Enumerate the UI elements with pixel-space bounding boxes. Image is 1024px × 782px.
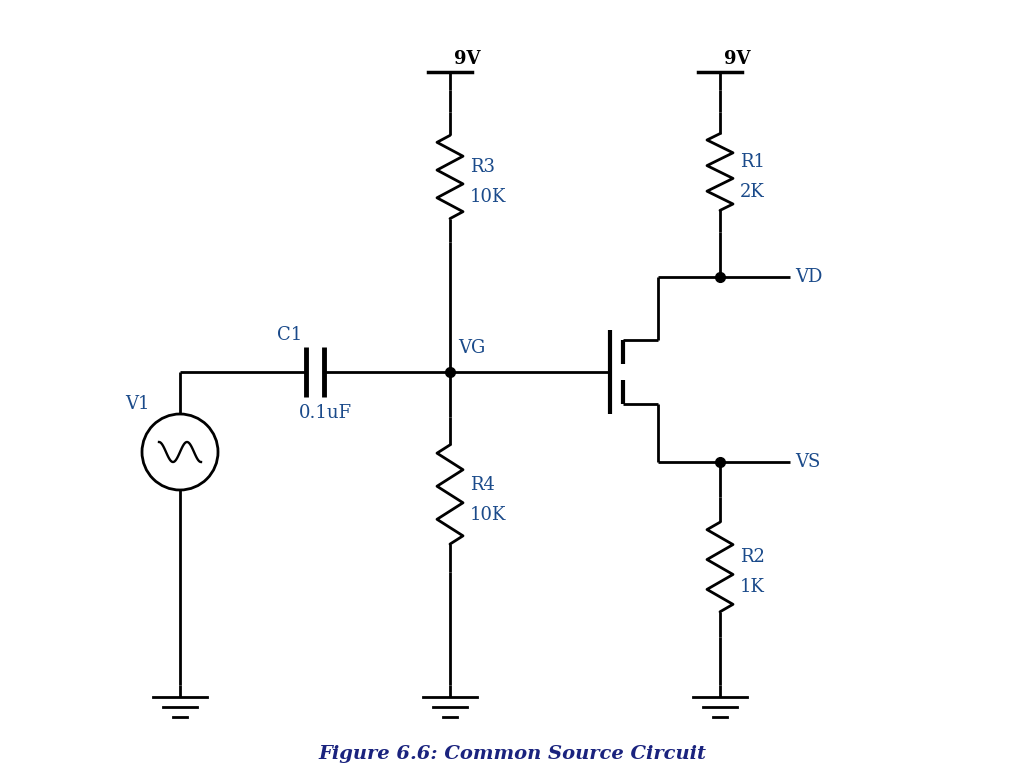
Text: R2: R2 xyxy=(740,548,765,566)
Text: R1: R1 xyxy=(740,153,765,171)
Text: R3: R3 xyxy=(470,158,495,176)
Text: R4: R4 xyxy=(470,475,495,493)
Text: C1: C1 xyxy=(278,326,303,344)
Text: 10K: 10K xyxy=(470,505,507,523)
Text: 0.1uF: 0.1uF xyxy=(298,404,351,422)
Text: 2K: 2K xyxy=(740,183,765,201)
Text: Figure 6.6: Common Source Circuit: Figure 6.6: Common Source Circuit xyxy=(318,745,706,763)
Text: VS: VS xyxy=(795,453,820,471)
Text: 1K: 1K xyxy=(740,578,765,596)
Text: VD: VD xyxy=(795,268,822,286)
Text: V1: V1 xyxy=(125,395,150,413)
Text: 10K: 10K xyxy=(470,188,507,206)
Text: 9V: 9V xyxy=(724,50,751,68)
Text: 9V: 9V xyxy=(454,50,480,68)
Text: VG: VG xyxy=(458,339,485,357)
